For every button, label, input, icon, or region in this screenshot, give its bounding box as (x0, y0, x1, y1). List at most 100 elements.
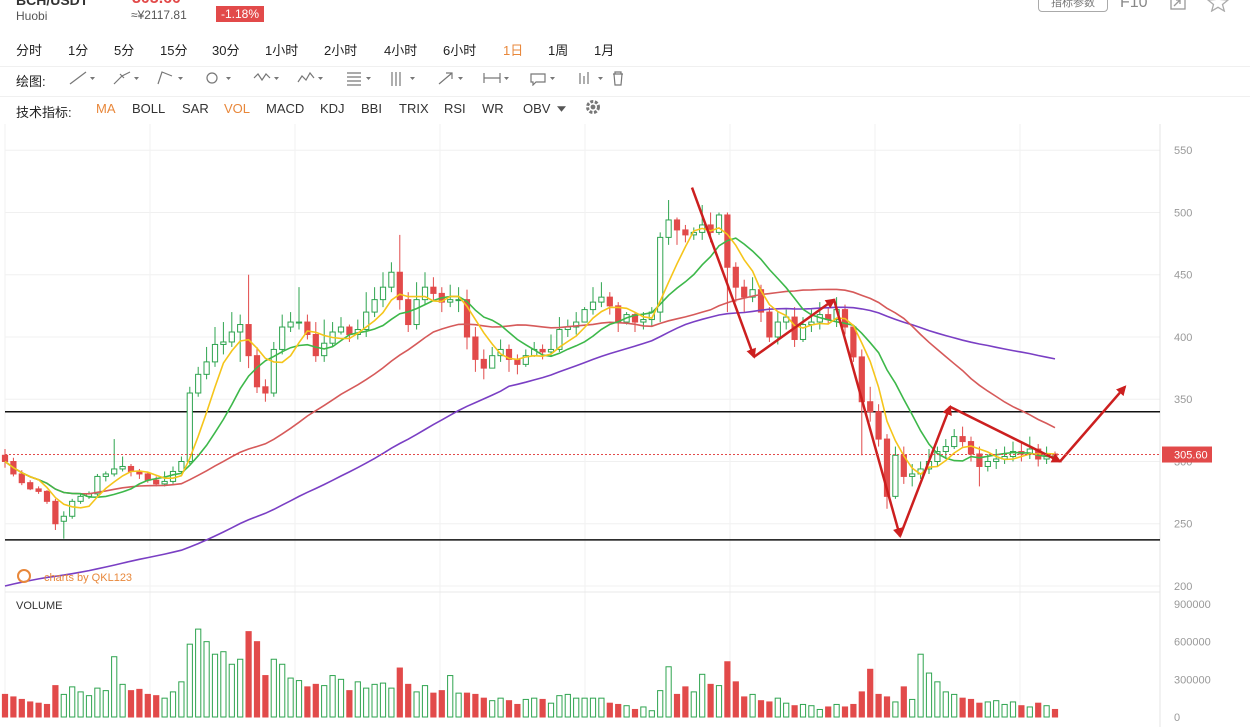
watermark-logo-icon (17, 569, 31, 583)
candle-body (396, 271, 403, 301)
timeframe-1[interactable]: 1分 (68, 43, 89, 58)
timeframe-10[interactable]: 1周 (548, 43, 569, 58)
timeframe-4[interactable]: 30分 (212, 43, 240, 58)
candle-body (43, 490, 51, 502)
candle-body (94, 475, 101, 495)
volume-bar (186, 643, 193, 718)
volume-bar (531, 697, 538, 718)
candle-body (480, 358, 487, 369)
fib-tool-icon[interactable] (344, 70, 374, 86)
volume-bar (934, 681, 941, 718)
price-chart[interactable]: 5505004504003503002502009000006000003000… (0, 124, 1250, 727)
candle-body (766, 311, 773, 338)
volume-bar (825, 706, 832, 718)
price-tick-label: 200 (1174, 581, 1192, 593)
volume-bar (606, 702, 613, 718)
gear-icon[interactable] (584, 98, 602, 116)
candle-body (203, 361, 210, 375)
ray-tool-icon[interactable] (112, 70, 142, 86)
candle-body (77, 495, 84, 502)
indicator-sar[interactable]: SAR (182, 101, 209, 116)
candle-body (211, 343, 219, 363)
volume-bar (127, 690, 135, 718)
timeframe-8[interactable]: 6小时 (443, 43, 477, 58)
timeframe-9[interactable]: 1日 (503, 43, 524, 58)
indicator-ma[interactable]: MA (96, 101, 116, 116)
volume-bar (211, 653, 219, 718)
volume-bar (791, 705, 798, 718)
volume-bar (707, 683, 714, 718)
timeframe-11[interactable]: 1月 (594, 43, 615, 58)
candle-body (220, 341, 227, 345)
header-bar: BCH/USDT 305.60 Huobi ≈¥2117.81 -1.18% 指… (0, 0, 1250, 30)
volume-bar (858, 691, 865, 718)
volume-bar (287, 677, 294, 718)
timeframe-0[interactable]: 分时 (16, 43, 43, 58)
indicator-macd[interactable]: MACD (266, 101, 305, 116)
candle-body (799, 324, 807, 340)
candle-body (547, 348, 555, 353)
timeframe-2[interactable]: 5分 (114, 43, 135, 58)
indicator-params-button[interactable]: 指标参数 (1038, 0, 1108, 12)
volume-bar (951, 693, 958, 718)
indicator-obv[interactable]: OBV (523, 101, 551, 116)
volume-bar (774, 697, 781, 718)
fullscreen-icon[interactable] (1170, 0, 1186, 10)
volume-bar (589, 697, 597, 718)
candle-body (237, 324, 244, 333)
price-tick-label: 500 (1174, 207, 1192, 219)
price-label-icon[interactable] (576, 70, 606, 86)
candle-body (850, 326, 857, 358)
indicator-boll[interactable]: BOLL (132, 101, 166, 116)
volume-bar (959, 697, 966, 718)
candle-body (598, 296, 605, 303)
volume-bar (648, 710, 655, 718)
candle-body (371, 299, 378, 313)
symbol-label: BCH/USDT (16, 0, 89, 8)
candle-body (732, 266, 739, 288)
volume-bar (1035, 702, 1042, 718)
volume-bar (447, 675, 454, 718)
indicator-label: 技术指标: (16, 105, 72, 120)
candle-body (959, 436, 966, 443)
indicator-kdj[interactable]: KDJ (320, 101, 345, 116)
candle-body (774, 321, 781, 338)
measure-tool-icon[interactable] (482, 70, 512, 86)
indicator-vol[interactable]: VOL (224, 101, 251, 116)
horizontal-levels (5, 410, 1160, 541)
text-tool-icon[interactable] (528, 70, 558, 86)
timeframe-6[interactable]: 2小时 (324, 43, 358, 58)
volume-bar (883, 696, 891, 718)
indicator-wr[interactable]: WR (482, 101, 504, 116)
chevron-down-icon[interactable] (557, 106, 566, 112)
channel-tool-icon[interactable] (388, 70, 418, 86)
candle-body (186, 392, 193, 462)
volume-bar (396, 667, 403, 718)
volume-bar (699, 673, 706, 718)
candle-body (69, 500, 76, 517)
indicator-trix[interactable]: TRIX (399, 101, 429, 116)
polyline-tool-icon[interactable] (156, 70, 186, 86)
volume-bar (993, 700, 1000, 718)
indicator-rsi[interactable]: RSI (444, 101, 466, 116)
indicator-bbi[interactable]: BBI (361, 101, 382, 116)
volume-bar (724, 661, 731, 718)
timeframe-3[interactable]: 15分 (160, 43, 188, 58)
wave-tool-icon[interactable] (252, 70, 282, 86)
timeframe-5[interactable]: 1小时 (265, 43, 299, 58)
pattern-tool-icon[interactable] (296, 70, 326, 86)
candle-body (640, 319, 647, 323)
volume-bar (967, 698, 975, 718)
f10-button[interactable]: F10 (1120, 0, 1148, 11)
volume-bar (329, 675, 336, 718)
favorite-star-icon[interactable] (1207, 0, 1229, 12)
candle-body (489, 355, 496, 369)
arrow-tool-icon[interactable] (436, 70, 466, 86)
timeframe-7[interactable]: 4小时 (384, 43, 418, 58)
circle-tool-icon[interactable] (204, 70, 234, 86)
current-price-tag (1162, 446, 1212, 463)
line-tool-icon[interactable] (68, 70, 98, 86)
trend-annotations (690, 187, 1127, 539)
trash-icon[interactable] (608, 70, 638, 86)
volume-bar (942, 691, 949, 718)
